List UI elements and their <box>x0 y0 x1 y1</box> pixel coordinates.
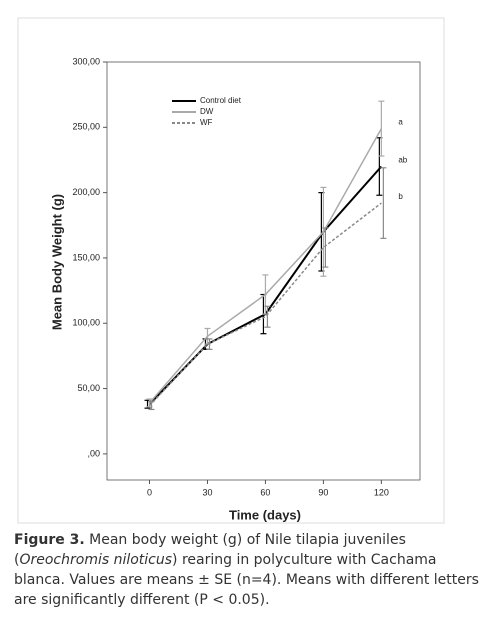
annotation: b <box>398 192 403 201</box>
error-bar <box>322 227 329 268</box>
y-tick-label: 250,00 <box>72 122 100 132</box>
legend-label: DW <box>200 107 214 116</box>
figure-frame <box>17 17 445 524</box>
error-bar <box>378 100 385 157</box>
plot-frame <box>106 61 421 481</box>
y-axis-title: Mean Body Weight (g) <box>49 194 64 330</box>
series-line <box>148 128 383 404</box>
error-bar <box>264 305 271 328</box>
error-bar <box>380 167 387 239</box>
chart: Mean Body Weight (g) Time (days) ,00 50,0… <box>17 17 445 524</box>
y-tick-label: 300,00 <box>72 56 100 66</box>
x-tick-label: 0 <box>147 487 152 497</box>
caption-species: Oreochromis niloticus <box>19 552 173 568</box>
y-tick-label: 150,00 <box>72 252 100 262</box>
x-tick-label: 90 <box>318 487 328 497</box>
error-bar <box>148 401 155 411</box>
series-line <box>148 202 382 407</box>
x-tick-label: 120 <box>374 487 389 497</box>
y-tick-label: 200,00 <box>72 187 100 197</box>
caption-label: Figure 3. <box>14 532 85 548</box>
annotation: a <box>398 118 403 127</box>
y-tick-label: 100,00 <box>72 318 100 328</box>
y-tick-label: ,00 <box>87 448 100 458</box>
caption-text: ) rearing in polyculture with Cachama bl… <box>14 552 479 608</box>
y-tick-label: 50,00 <box>77 383 100 393</box>
error-bar <box>206 338 213 350</box>
legend-label: Control diet <box>200 96 242 105</box>
annotation: ab <box>398 156 407 165</box>
error-bar <box>320 186 327 277</box>
caption-text: Mean body weight (g) of Nile tilapia juv… <box>14 532 406 568</box>
legend-label: WF <box>200 118 213 127</box>
x-tick-label: 60 <box>260 487 270 497</box>
caption: Figure 3. Mean body weight (g) of Nile t… <box>14 530 486 610</box>
x-tick-label: 30 <box>202 487 212 497</box>
x-axis-title: Time (days) <box>229 507 301 522</box>
